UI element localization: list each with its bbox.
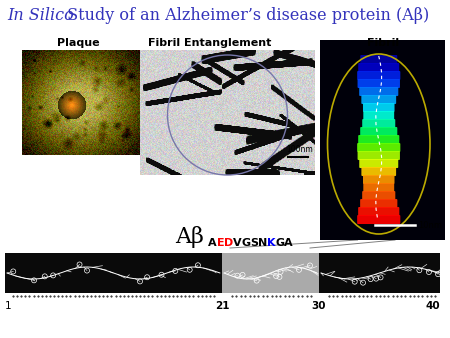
Text: Aβ: Aβ <box>175 226 204 248</box>
FancyBboxPatch shape <box>357 71 400 80</box>
Text: 21: 21 <box>215 301 229 311</box>
Text: 100nm: 100nm <box>286 145 313 154</box>
FancyBboxPatch shape <box>362 191 395 200</box>
FancyBboxPatch shape <box>363 103 395 112</box>
Bar <box>222 253 319 293</box>
Text: 40: 40 <box>425 301 440 311</box>
Text: K: K <box>267 238 276 248</box>
Bar <box>5 253 222 293</box>
FancyBboxPatch shape <box>358 151 400 160</box>
Text: D: D <box>225 238 234 248</box>
FancyBboxPatch shape <box>359 159 398 168</box>
FancyBboxPatch shape <box>358 63 399 72</box>
Text: E: E <box>217 238 224 248</box>
FancyBboxPatch shape <box>363 111 394 120</box>
Text: Fibril Entanglement: Fibril Entanglement <box>148 38 272 48</box>
FancyBboxPatch shape <box>359 87 398 96</box>
Text: Study of an Alzheimer’s disease protein (Aβ): Study of an Alzheimer’s disease protein … <box>62 7 429 24</box>
FancyBboxPatch shape <box>363 175 395 184</box>
FancyBboxPatch shape <box>363 183 394 192</box>
FancyBboxPatch shape <box>358 135 399 144</box>
Text: Plaque: Plaque <box>57 38 99 48</box>
FancyBboxPatch shape <box>360 127 397 136</box>
Text: In Silico: In Silico <box>7 7 74 24</box>
Text: A: A <box>208 238 216 248</box>
FancyBboxPatch shape <box>362 119 395 128</box>
Text: G: G <box>242 238 251 248</box>
FancyBboxPatch shape <box>361 167 396 176</box>
FancyBboxPatch shape <box>357 215 400 224</box>
Text: S: S <box>251 238 258 248</box>
Text: A: A <box>284 238 293 248</box>
FancyBboxPatch shape <box>361 95 396 104</box>
FancyBboxPatch shape <box>357 143 400 152</box>
FancyBboxPatch shape <box>358 207 399 216</box>
Text: 30: 30 <box>312 301 326 311</box>
FancyBboxPatch shape <box>360 199 397 208</box>
FancyBboxPatch shape <box>358 79 400 88</box>
Text: Fibril: Fibril <box>367 38 399 48</box>
Text: 10nm: 10nm <box>418 220 442 230</box>
Text: G: G <box>275 238 284 248</box>
Text: 1: 1 <box>5 301 12 311</box>
Text: V: V <box>233 238 242 248</box>
Text: N: N <box>258 238 268 248</box>
FancyBboxPatch shape <box>360 55 397 64</box>
Bar <box>319 253 440 293</box>
